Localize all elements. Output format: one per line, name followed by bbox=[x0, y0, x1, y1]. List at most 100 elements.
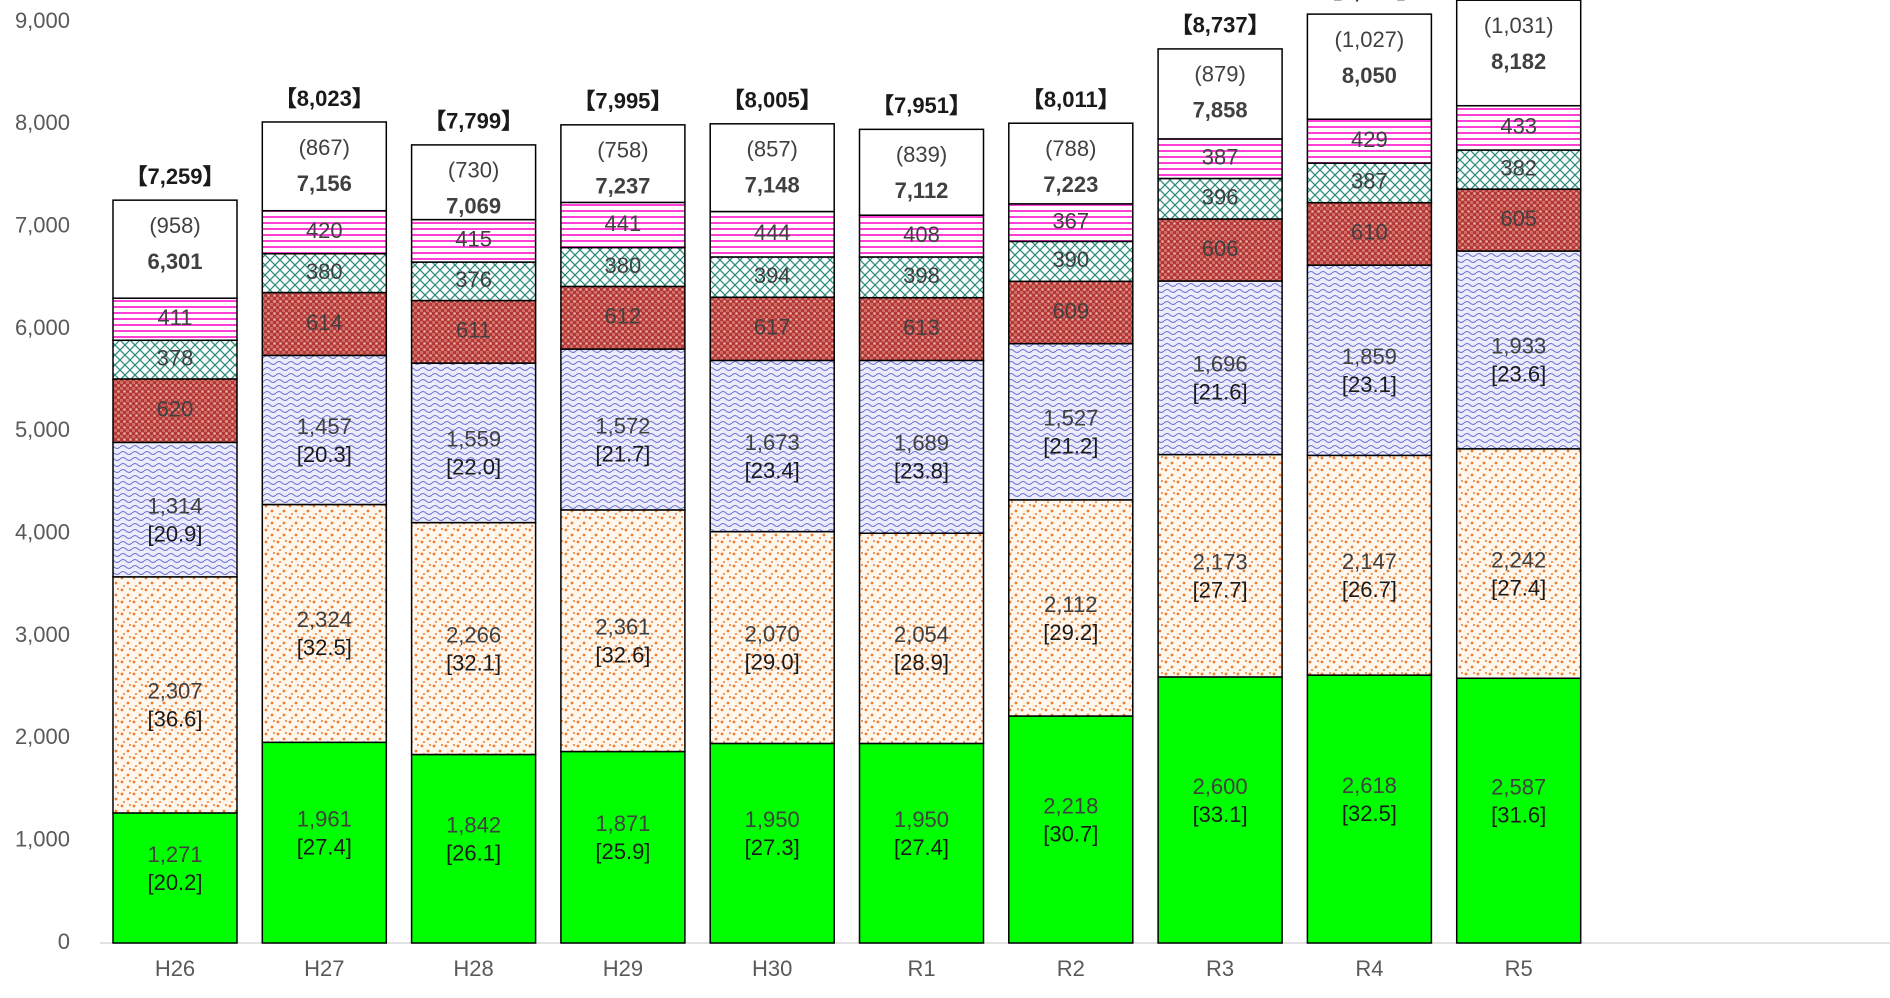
segment-value-label: 398 bbox=[903, 263, 940, 288]
segment-value-label: 429 bbox=[1351, 127, 1388, 152]
segment-value-label: 1,871 bbox=[595, 811, 650, 836]
bar-segment bbox=[1157, 138, 1283, 180]
x-tick-label: R3 bbox=[1206, 956, 1234, 981]
bar-segment bbox=[410, 521, 537, 756]
bar-segment bbox=[858, 359, 985, 535]
y-tick-label: 3,000 bbox=[15, 622, 70, 647]
bar-segment bbox=[261, 741, 388, 944]
bar-segment bbox=[709, 359, 835, 533]
y-tick-label: 9,000 bbox=[15, 8, 70, 33]
segment-value-label: 2,307 bbox=[147, 679, 202, 704]
segment-value-label: (730) bbox=[448, 158, 499, 183]
segment-value-label: 1,559 bbox=[446, 427, 501, 452]
segment-percent-label: [20.9] bbox=[147, 521, 202, 546]
segment-percent-label: [23.8] bbox=[894, 459, 949, 484]
bar-segment bbox=[709, 742, 835, 944]
segment-value-label: (758) bbox=[597, 138, 648, 163]
segment-value-label: 1,842 bbox=[446, 813, 501, 838]
segment-value-label: 609 bbox=[1052, 298, 1089, 323]
segment-value-label: (958) bbox=[149, 213, 200, 238]
x-tick-label: R2 bbox=[1057, 956, 1085, 981]
bar-segment bbox=[858, 532, 985, 745]
segment-value-label: 2,324 bbox=[297, 607, 352, 632]
bar-segment bbox=[1306, 162, 1433, 204]
bar-segment bbox=[261, 121, 388, 212]
segment-value-label: (867) bbox=[299, 135, 350, 160]
x-tick-label: H26 bbox=[155, 956, 195, 981]
segment-value-label: 617 bbox=[754, 315, 791, 340]
segment-value-label: 441 bbox=[605, 211, 642, 236]
bar-segment bbox=[410, 261, 537, 302]
total-label: 【7,995】 bbox=[573, 89, 672, 114]
segment-value-label: 2,600 bbox=[1193, 774, 1248, 799]
segment-value-label: 1,950 bbox=[894, 807, 949, 832]
y-tick-label: 2,000 bbox=[15, 724, 70, 749]
y-tick-label: 5,000 bbox=[15, 417, 70, 442]
total-label: 【7,799】 bbox=[424, 109, 523, 134]
y-tick-label: 0 bbox=[58, 929, 70, 954]
segment-value-label: 376 bbox=[455, 267, 492, 292]
segment-percent-label: [32.5] bbox=[1342, 801, 1397, 826]
bar-segment bbox=[261, 503, 388, 744]
segment-value-label: 380 bbox=[605, 253, 642, 278]
segment-value-label: 367 bbox=[1052, 208, 1089, 233]
segment-value-label: 1,859 bbox=[1342, 344, 1397, 369]
segment-percent-label: [26.7] bbox=[1342, 577, 1397, 602]
segment-value-label: 2,070 bbox=[745, 621, 800, 646]
bar-segment bbox=[1455, 448, 1582, 680]
segment-value-label: 1,271 bbox=[147, 842, 202, 867]
segment-value-label: 378 bbox=[157, 345, 194, 370]
bar-segment bbox=[709, 123, 835, 213]
total-label: 【7,259】 bbox=[125, 164, 224, 189]
segment-value-label: 2,266 bbox=[446, 622, 501, 647]
subtotal-label: 7,223 bbox=[1043, 172, 1098, 197]
segment-value-label: 1,572 bbox=[595, 413, 650, 438]
segment-value-label: 614 bbox=[306, 310, 343, 335]
bar-segment bbox=[1008, 280, 1134, 345]
segment-value-label: 396 bbox=[1202, 185, 1239, 210]
x-tick-label: H30 bbox=[752, 956, 792, 981]
segment-value-label: 1,457 bbox=[297, 414, 352, 439]
bar-segment bbox=[112, 339, 238, 380]
segment-value-label: 1,527 bbox=[1043, 406, 1098, 431]
segment-value-label: 433 bbox=[1500, 114, 1537, 139]
bar-segment bbox=[1306, 454, 1433, 676]
segment-percent-label: [21.6] bbox=[1193, 380, 1248, 405]
total-label: 【9,077】 bbox=[1320, 0, 1419, 3]
segment-value-label: 1,933 bbox=[1491, 334, 1546, 359]
bar-segment bbox=[1455, 149, 1582, 190]
bar-segment bbox=[112, 812, 238, 944]
segment-value-label: 2,173 bbox=[1193, 550, 1248, 575]
bar-segment bbox=[261, 291, 388, 357]
segment-value-label: 2,361 bbox=[595, 615, 650, 640]
bar-segment bbox=[112, 378, 238, 444]
bar-segment bbox=[410, 218, 537, 263]
bar-segment bbox=[858, 214, 985, 258]
segment-percent-label: [22.0] bbox=[446, 455, 501, 480]
segment-value-label: 380 bbox=[306, 259, 343, 284]
x-tick-label: R1 bbox=[907, 956, 935, 981]
segment-percent-label: [27.4] bbox=[297, 834, 352, 859]
segment-percent-label: [23.6] bbox=[1491, 362, 1546, 387]
bar-segment bbox=[709, 530, 835, 745]
y-tick-label: 4,000 bbox=[15, 519, 70, 544]
segment-value-label: 606 bbox=[1202, 236, 1239, 261]
bar-segment bbox=[1008, 342, 1134, 501]
segment-value-label: 390 bbox=[1052, 247, 1089, 272]
bar-segment bbox=[1157, 177, 1283, 220]
bar-segment bbox=[858, 742, 985, 944]
x-tick-label: H29 bbox=[603, 956, 643, 981]
segment-value-label: 382 bbox=[1500, 155, 1537, 180]
total-label: 【8,023】 bbox=[275, 86, 374, 111]
bar-segment bbox=[858, 128, 985, 216]
segment-value-label: 415 bbox=[455, 227, 492, 252]
subtotal-label: 8,050 bbox=[1342, 63, 1397, 88]
segment-value-label: 610 bbox=[1351, 220, 1388, 245]
segment-percent-label: [27.7] bbox=[1193, 578, 1248, 603]
segment-value-label: 2,618 bbox=[1342, 773, 1397, 798]
bar-segment bbox=[1157, 676, 1283, 944]
bar-segment bbox=[410, 144, 537, 221]
segment-value-label: 2,112 bbox=[1044, 592, 1097, 617]
segment-percent-label: [32.5] bbox=[297, 635, 352, 660]
segment-value-label: (1,031) bbox=[1484, 13, 1554, 38]
